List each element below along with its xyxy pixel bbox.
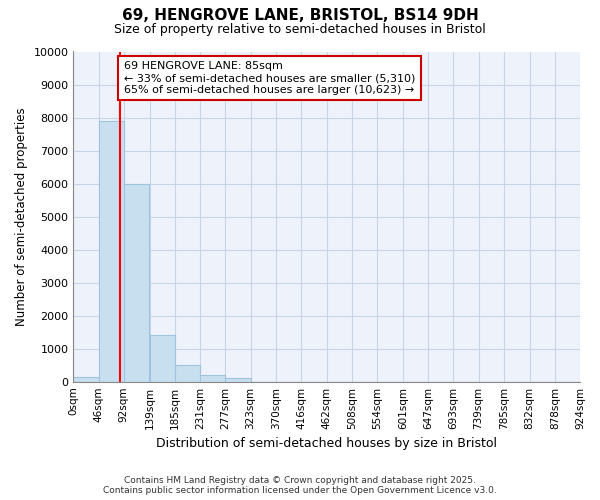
- X-axis label: Distribution of semi-detached houses by size in Bristol: Distribution of semi-detached houses by …: [156, 437, 497, 450]
- Y-axis label: Number of semi-detached properties: Number of semi-detached properties: [15, 108, 28, 326]
- Bar: [200, 375, 225, 382]
- Text: 69 HENGROVE LANE: 85sqm
← 33% of semi-detached houses are smaller (5,310)
65% of: 69 HENGROVE LANE: 85sqm ← 33% of semi-de…: [124, 62, 415, 94]
- Text: Size of property relative to semi-detached houses in Bristol: Size of property relative to semi-detach…: [114, 22, 486, 36]
- Bar: [124, 184, 149, 382]
- Bar: [225, 378, 251, 382]
- Bar: [175, 365, 200, 382]
- Bar: [98, 121, 124, 382]
- Bar: [73, 376, 98, 382]
- Text: 69, HENGROVE LANE, BRISTOL, BS14 9DH: 69, HENGROVE LANE, BRISTOL, BS14 9DH: [122, 8, 478, 22]
- Text: Contains HM Land Registry data © Crown copyright and database right 2025.
Contai: Contains HM Land Registry data © Crown c…: [103, 476, 497, 495]
- Bar: [149, 336, 175, 382]
